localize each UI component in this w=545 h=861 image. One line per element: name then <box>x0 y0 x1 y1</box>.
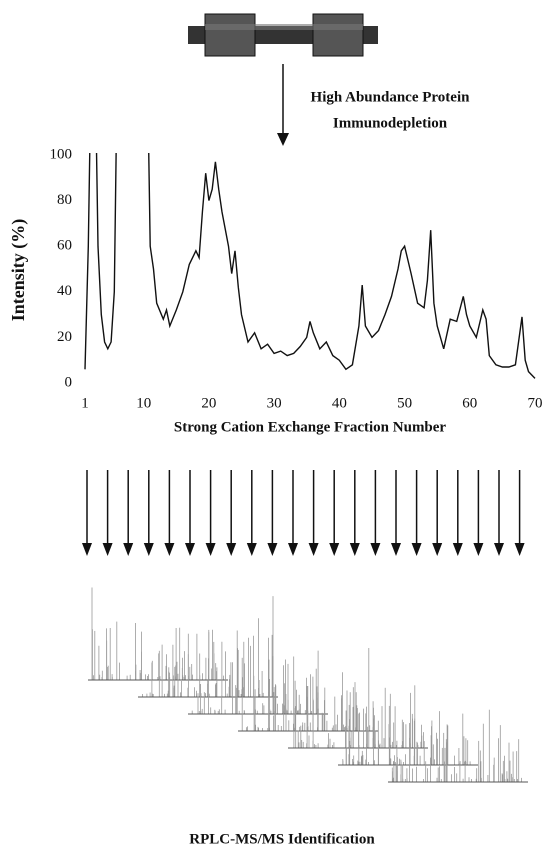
x-tick-label: 60 <box>462 395 477 411</box>
arrow-head <box>164 543 175 556</box>
arrow-head <box>432 543 443 556</box>
y-tick-label: 0 <box>65 374 73 390</box>
ms-spectra <box>88 587 528 783</box>
intensity-trace <box>84 153 536 379</box>
arrow-head <box>391 543 401 556</box>
x-axis-label: Strong Cation Exchange Fraction Number <box>174 419 447 435</box>
y-tick-label: 40 <box>57 283 72 299</box>
x-tick-label: 10 <box>136 395 151 411</box>
arrow <box>277 64 289 146</box>
arrow-head <box>267 543 278 556</box>
arrow-head <box>473 543 484 556</box>
x-tick-label: 1 <box>81 395 89 411</box>
step-label: Immunodepletion <box>333 115 448 131</box>
x-tick-label: 20 <box>201 395 216 411</box>
y-tick-label: 80 <box>57 192 72 208</box>
result-label: RPLC-MS/MS Identification <box>189 831 375 847</box>
step-label: High Abundance Protein <box>311 89 471 105</box>
arrow-head <box>102 543 113 556</box>
arrow-head <box>308 543 319 556</box>
y-axis-label: Intensity (%) <box>8 219 29 322</box>
y-tick-label: 20 <box>57 329 72 345</box>
arrow-head <box>514 543 525 556</box>
x-tick-label: 50 <box>397 395 412 411</box>
x-tick-label: 40 <box>332 395 347 411</box>
arrow-head <box>370 543 381 556</box>
arrow-head <box>329 543 340 556</box>
arrow-head <box>288 543 298 556</box>
arrow-head <box>205 543 216 556</box>
arrow-head <box>452 543 463 556</box>
arrow-head <box>494 543 504 556</box>
arrow-head <box>226 543 237 556</box>
x-tick-label: 30 <box>267 395 282 411</box>
arrow-head <box>185 543 195 556</box>
arrow-head <box>143 543 154 556</box>
fraction-arrows <box>82 470 525 556</box>
y-tick-label: 60 <box>57 238 72 254</box>
column-icon <box>188 13 378 57</box>
arrow-head <box>246 543 257 556</box>
y-tick-label: 100 <box>50 146 73 162</box>
arrow-head <box>123 543 134 556</box>
arrow-head <box>82 543 92 556</box>
x-tick-label: 70 <box>528 395 543 411</box>
arrow-head <box>411 543 422 556</box>
arrow-head <box>349 543 360 556</box>
